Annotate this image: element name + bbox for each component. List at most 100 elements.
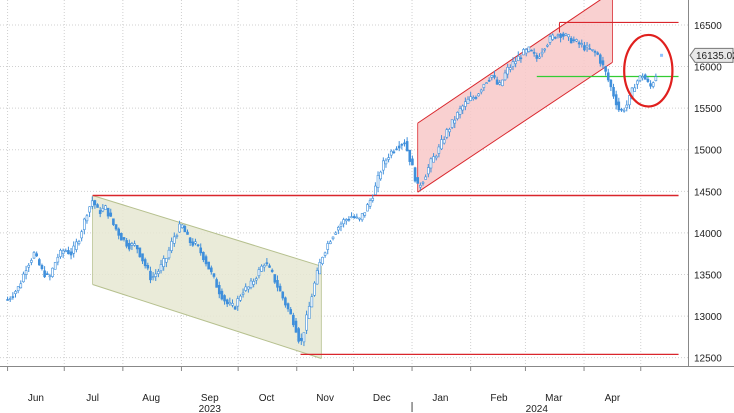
price-bar xyxy=(170,241,173,251)
price-bar xyxy=(120,233,123,241)
price-bar xyxy=(561,33,565,37)
price-bar xyxy=(257,269,261,277)
price-bar xyxy=(464,101,467,107)
price-bar xyxy=(355,216,359,219)
price-bar xyxy=(469,96,472,101)
price-bar xyxy=(636,80,639,85)
price-bar xyxy=(606,72,610,81)
price-bar xyxy=(495,79,499,85)
price-bar xyxy=(228,302,232,305)
price-bar xyxy=(109,212,113,217)
price-bar xyxy=(379,171,382,180)
price-bar xyxy=(453,119,457,124)
price-bar xyxy=(236,298,240,307)
price-bar xyxy=(334,232,337,235)
price-bar xyxy=(543,48,547,51)
price-bar xyxy=(225,299,229,305)
price-bar xyxy=(241,292,245,295)
price-bar xyxy=(575,39,578,42)
price-bar xyxy=(572,39,576,42)
price-bar xyxy=(471,97,475,100)
price-bar xyxy=(69,251,73,256)
y-tick-label: 14500 xyxy=(694,187,722,198)
price-bar xyxy=(56,256,60,263)
price-bar xyxy=(159,264,163,272)
price-bar xyxy=(654,76,658,81)
last-price-tag-box xyxy=(689,47,734,63)
price-bar xyxy=(14,291,17,294)
price-bar xyxy=(130,243,134,246)
price-bar xyxy=(233,306,237,310)
price-bar xyxy=(297,328,300,342)
price-bar xyxy=(326,243,330,250)
price-bar xyxy=(434,155,438,159)
price-bar xyxy=(96,204,99,208)
price-bar xyxy=(125,240,128,247)
price-bar xyxy=(321,256,324,264)
price-bar xyxy=(313,282,316,296)
price-bar xyxy=(67,250,70,255)
down-channel-upper-edge xyxy=(92,194,322,267)
price-bar xyxy=(408,149,412,162)
price-bar xyxy=(260,265,263,272)
price-bar xyxy=(482,84,486,88)
price-bar xyxy=(61,250,65,255)
price-bar xyxy=(612,87,615,97)
price-bar xyxy=(448,129,451,133)
price-bar xyxy=(90,200,94,207)
price-bar xyxy=(239,295,242,301)
price-bar xyxy=(122,237,126,240)
price-bar xyxy=(72,245,76,254)
last-price-tag: 16135.02 xyxy=(689,47,734,63)
price-bar xyxy=(278,285,282,292)
price-bar xyxy=(342,219,345,225)
price-bar xyxy=(638,75,642,81)
price-bar xyxy=(363,212,367,216)
price-bar xyxy=(339,223,343,227)
price-bar xyxy=(501,79,504,86)
x-tick-label: Dec xyxy=(373,393,391,404)
price-bar xyxy=(329,241,332,245)
price-bar xyxy=(580,43,584,45)
up-channel-lower-edge xyxy=(417,61,613,193)
price-bar xyxy=(450,119,454,128)
price-bar xyxy=(210,267,213,273)
price-bar xyxy=(413,167,417,182)
price-bar xyxy=(38,259,41,266)
y-tick-label: 12500 xyxy=(694,354,722,365)
price-bar xyxy=(411,158,414,166)
price-bar xyxy=(16,286,20,292)
price-bar xyxy=(178,223,181,233)
price-bar xyxy=(191,241,195,246)
price-bar xyxy=(395,148,398,151)
y-tick-label: 15000 xyxy=(694,146,722,157)
price-bar xyxy=(400,144,404,146)
price-bar xyxy=(530,49,533,52)
x-tick-label: Jul xyxy=(86,393,99,404)
price-bar xyxy=(511,61,515,67)
y-tick-label: 14000 xyxy=(694,229,722,240)
down-channel-fill xyxy=(92,195,322,359)
price-bar xyxy=(556,34,560,37)
price-bar xyxy=(247,286,250,290)
price-bar xyxy=(59,249,62,257)
price-bar xyxy=(114,224,118,230)
price-bar xyxy=(601,60,605,66)
price-bar xyxy=(651,82,655,87)
price-bar xyxy=(133,243,136,246)
price-bar xyxy=(376,175,380,188)
price-bar xyxy=(19,283,23,289)
price-bar xyxy=(609,79,613,88)
price-bar xyxy=(588,48,592,50)
price-bar xyxy=(286,303,290,310)
y-tick-label: 13000 xyxy=(694,312,722,323)
price-bar xyxy=(154,273,158,277)
price-bar xyxy=(522,49,525,56)
highlight-ellipse xyxy=(623,33,674,108)
price-bar xyxy=(270,269,274,272)
price-bar xyxy=(617,101,621,111)
price-bar xyxy=(397,145,401,149)
price-bar xyxy=(490,75,494,78)
price-bar xyxy=(127,243,131,250)
